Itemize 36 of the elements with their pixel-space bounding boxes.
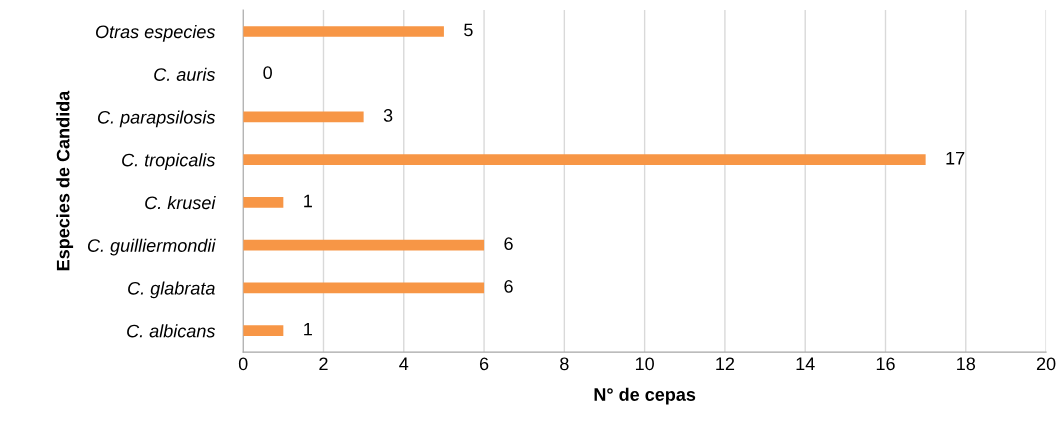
data-label: 5 <box>464 23 473 37</box>
y-tick-label: C. tropicalis <box>122 153 216 170</box>
y-tick-label: C. albicans <box>127 324 216 338</box>
data-label: 0 <box>263 66 272 80</box>
bar <box>243 239 485 251</box>
bar <box>243 325 284 337</box>
data-label: 1 <box>304 194 312 208</box>
x-axis-title: N° de cepas <box>594 387 696 405</box>
bar <box>243 282 485 294</box>
y-tick-label: C. krusei <box>145 195 216 210</box>
data-label: 1 <box>304 322 312 336</box>
data-label: 17 <box>946 151 965 165</box>
bar <box>243 111 364 123</box>
bar <box>243 26 444 37</box>
x-tick-label: 4 <box>399 357 409 371</box>
x-tick-label: 12 <box>716 357 735 371</box>
y-tick-label: C. auris <box>154 67 216 81</box>
x-tick-label: 10 <box>635 357 654 371</box>
bar <box>243 197 284 208</box>
data-label: 6 <box>504 280 513 293</box>
x-tick-label: 16 <box>876 357 895 371</box>
x-tick-label: 20 <box>1036 357 1056 371</box>
data-label: 6 <box>504 237 513 251</box>
y-tick-label: C. guilliermondii <box>87 238 216 256</box>
y-axis-title: Especies de Candida <box>56 90 74 271</box>
x-tick-label: 0 <box>238 357 248 371</box>
x-tick-label: 2 <box>319 357 328 371</box>
x-tick-label: 18 <box>957 357 976 371</box>
x-tick-label: 14 <box>796 357 815 371</box>
y-tick-label: C. glabrata <box>128 281 215 299</box>
y-tick-label: Otras especies <box>95 24 216 42</box>
y-tick-label: C. parapsilosis <box>98 110 216 128</box>
x-tick-label: 8 <box>560 357 569 371</box>
bar <box>243 154 926 166</box>
x-tick-label: 6 <box>479 357 489 371</box>
data-label: 3 <box>383 109 393 122</box>
